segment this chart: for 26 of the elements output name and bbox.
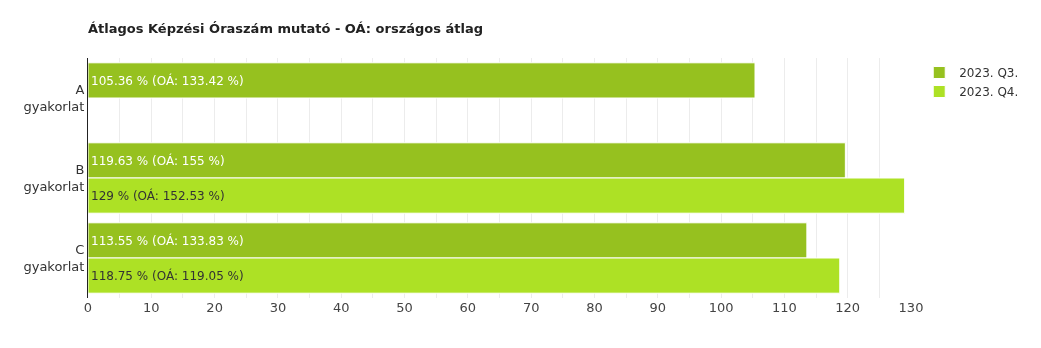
legend-label: 2023. Q4. [959,85,1019,100]
x-tick-label: 80 [586,300,603,315]
x-tick-label: 40 [332,300,350,315]
data-label: 119.63 % (OÁ: 155 %) [91,152,225,168]
x-tick-label: 110 [771,300,797,315]
y-tick-label: C gyakorlat [23,242,85,274]
data-label: 118.75 % (OÁ: 119.05 %) [91,268,244,284]
x-tick-label: 60 [459,300,477,315]
x-tick-label: 30 [269,300,287,315]
x-tick-label: 70 [522,300,540,315]
y-tick-label: A gyakorlat [23,82,85,114]
x-tick-label: 10 [143,300,160,315]
x-tick-label: 20 [206,300,223,315]
bar [88,62,756,99]
x-tick-label: 120 [835,300,861,315]
x-tick-label: 100 [708,300,734,315]
x-tick-label: 0 [83,300,93,315]
x-tick-label: 130 [898,300,924,315]
x-tick-label: 90 [649,300,667,315]
x-tick-label: 50 [396,300,413,315]
data-label: 113.55 % (OÁ: 133.83 %) [91,232,244,248]
y-tick-label: B gyakorlat [23,162,85,194]
legend-label: 2023. Q3. [959,66,1019,81]
data-label: 129 % (OÁ: 152.53 %) [91,188,225,204]
chart-title: Átlagos Képzési Óraszám mutató - OÁ: országos átlag [88,21,484,37]
data-label: 105.36 % (OÁ: 133.42 %) [91,72,244,88]
